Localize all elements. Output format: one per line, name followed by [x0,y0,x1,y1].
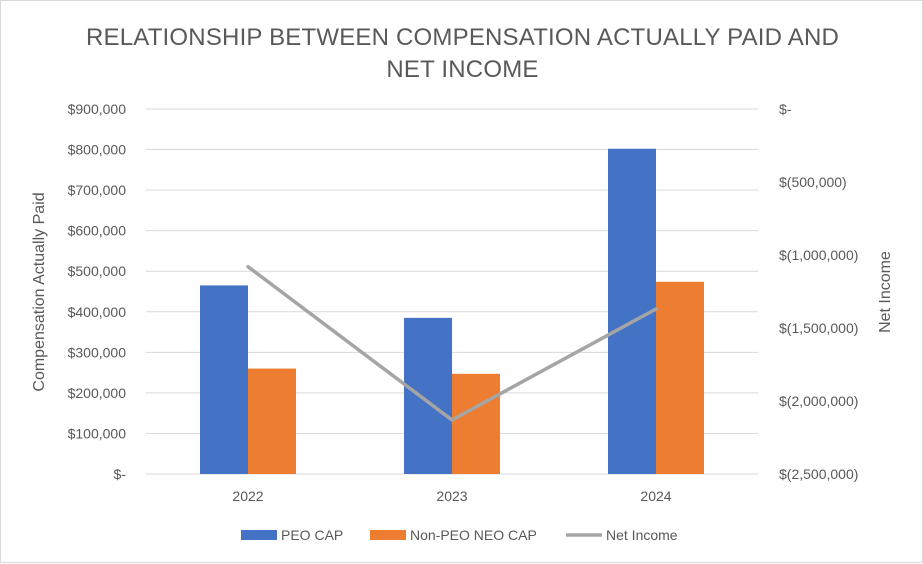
net-income-line [246,264,658,422]
y-tick-label: $900,000 [68,101,127,117]
y-tick-label: $700,000 [68,182,127,198]
y2-tick-label: $(2,000,000) [779,393,858,409]
y2-tick-label: $(1,000,000) [779,247,858,263]
x-tick-label-2023: 2023 [436,488,467,504]
y2-axis-title: Net Income [877,251,894,333]
bar-peo-cap-2024 [608,148,656,474]
x-axis-ticks: 2022 2023 2024 [232,488,671,504]
legend-label-non-peo-neo-cap: Non-PEO NEO CAP [410,527,537,543]
y-axis-title: Compensation Actually Paid [31,192,48,391]
x-tick-label-2024: 2024 [640,488,671,504]
legend: PEO CAP Non-PEO NEO CAP Net Income [241,527,678,543]
bar-non-peo-neo-cap-2024 [656,281,704,474]
right-axis-ticks: $- $(500,000) $(1,000,000) $(1,500,000) $(2,… [779,101,858,482]
line-net-income [246,264,658,422]
legend-label-net-income: Net Income [606,527,678,543]
y2-tick-label: $(500,000) [779,174,847,190]
y-tick-label: $300,000 [68,344,127,360]
legend-swatch-peo-cap [241,530,277,540]
y-tick-label: $400,000 [68,304,127,320]
bar-peo-cap-2022 [200,285,248,474]
x-tick-label-2022: 2022 [232,488,263,504]
bar-non-peo-neo-cap-2022 [248,368,296,474]
y2-tick-label: $(1,500,000) [779,320,858,336]
chart-title-line-1: RELATIONSHIP BETWEEN COMPENSATION ACTUAL… [85,24,840,51]
y-tick-label: $600,000 [68,223,127,239]
bar-non-peo-neo-cap-2023 [452,373,500,474]
legend-label-peo-cap: PEO CAP [281,527,343,543]
y-tick-label: $500,000 [68,263,127,279]
y-tick-label: $800,000 [68,142,127,158]
bar-peo-cap-2023 [404,317,452,474]
chart-title-line-2: NET INCOME [386,56,539,83]
y-tick-label: $200,000 [68,385,127,401]
y-tick-label: $100,000 [68,425,127,441]
legend-swatch-non-peo-neo-cap [370,530,406,540]
y-tick-label: $- [114,466,127,482]
bars [200,148,704,474]
y2-tick-label: $- [779,101,792,117]
left-axis-ticks: $900,000 $800,000 $700,000 $600,000 $500,000… [68,101,127,482]
y2-tick-label: $(2,500,000) [779,466,858,482]
